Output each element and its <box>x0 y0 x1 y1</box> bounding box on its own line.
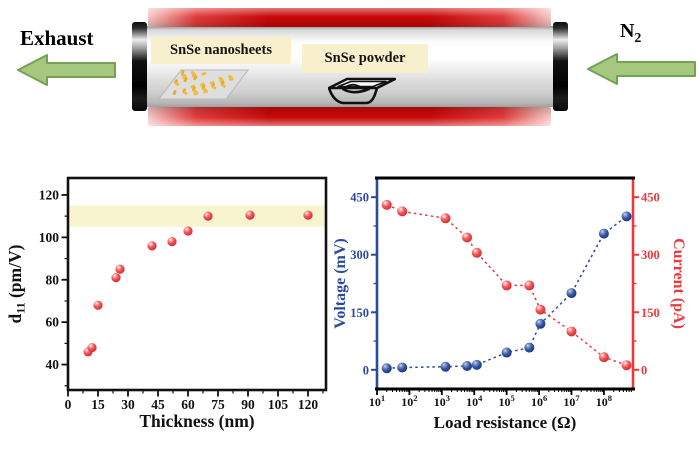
x-axis: 0 15 30 45 60 75 90 105 120 <box>65 390 324 412</box>
n2-base: N <box>620 20 635 42</box>
svg-text:80: 80 <box>46 272 60 287</box>
current-series <box>381 199 632 371</box>
load-resistance-chart: 101 102 103 104 105 106 107 108 0 150 300 450 0 150 30… <box>332 176 687 432</box>
svg-text:300: 300 <box>641 248 660 262</box>
svg-text:0: 0 <box>363 363 369 377</box>
svg-text:30: 30 <box>121 397 135 412</box>
tube-end-cap-left <box>132 22 147 111</box>
svg-text:15: 15 <box>91 397 105 412</box>
svg-text:45: 45 <box>151 397 165 412</box>
x-axis: 101 102 103 104 105 106 107 108 <box>369 389 632 409</box>
n2-arrow-icon <box>587 53 696 85</box>
svg-text:0: 0 <box>641 363 647 377</box>
svg-text:150: 150 <box>350 306 369 320</box>
saturation-band <box>69 205 325 227</box>
svg-text:120: 120 <box>298 397 319 412</box>
exhaust-arrow-icon <box>17 54 116 86</box>
y-axis-right: 0 150 300 450 <box>633 191 660 377</box>
svg-text:450: 450 <box>350 191 369 205</box>
svg-text:105: 105 <box>499 393 515 409</box>
svg-text:104: 104 <box>466 393 483 409</box>
voltage-axis-title: Voltage (mV) <box>332 238 349 329</box>
plot-frame <box>66 176 328 392</box>
svg-text:90: 90 <box>241 397 255 412</box>
exhaust-label: Exhaust <box>20 26 94 50</box>
voltage-series <box>381 211 632 374</box>
x-axis-title: Load resistance (Ω) <box>434 413 577 432</box>
nanosheets-label: SnSe nanosheets <box>151 37 291 64</box>
current-axis-title: Current (pA) <box>670 238 687 329</box>
n2-label: N2 <box>620 20 641 46</box>
powder-label: SnSe powder <box>302 44 428 73</box>
x-axis-title: Thickness (nm) <box>139 411 254 431</box>
y-axis: 40 60 80 100 120 <box>39 187 68 387</box>
svg-text:60: 60 <box>46 315 60 330</box>
svg-text:103: 103 <box>434 393 450 409</box>
svg-text:450: 450 <box>641 191 660 205</box>
svg-text:102: 102 <box>401 393 417 409</box>
n2-subscript: 2 <box>634 30 642 45</box>
svg-text:101: 101 <box>369 393 385 409</box>
svg-text:100: 100 <box>39 230 60 245</box>
heater-bar-top <box>148 8 551 27</box>
svg-text:60: 60 <box>181 397 195 412</box>
svg-text:105: 105 <box>268 397 289 412</box>
substrate-with-nanosheets-icon <box>157 69 250 100</box>
heater-bar-bottom <box>148 107 551 126</box>
y-axis-left: 0 150 300 450 <box>350 191 377 377</box>
svg-text:75: 75 <box>211 397 225 412</box>
svg-text:108: 108 <box>596 393 612 409</box>
tube-end-cap-right <box>553 22 568 111</box>
svg-text:107: 107 <box>563 393 580 409</box>
svg-text:120: 120 <box>39 187 60 202</box>
svg-text:150: 150 <box>641 306 660 320</box>
d11-thickness-chart: 0 15 30 45 60 75 90 105 120 40 60 80 100 120 Thickness… <box>5 176 328 431</box>
y-axis-title: d11 (pm/V) <box>5 244 28 323</box>
svg-text:0: 0 <box>65 397 72 412</box>
svg-text:40: 40 <box>46 357 60 372</box>
svg-text:300: 300 <box>350 248 369 262</box>
crucible-boat-icon <box>328 77 396 105</box>
d11-data-points <box>83 210 313 357</box>
svg-text:106: 106 <box>531 393 547 409</box>
